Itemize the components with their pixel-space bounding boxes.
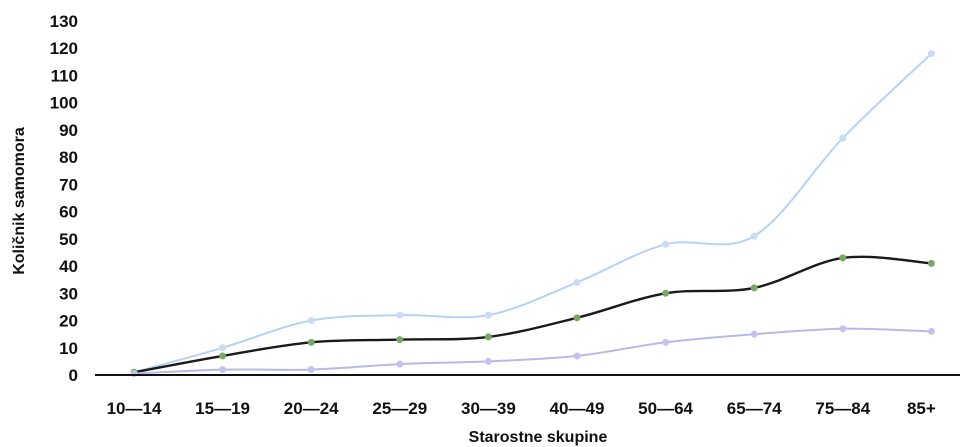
x-tick-label: 40—49 [550,399,605,418]
data-point [484,311,492,319]
y-tick-label: 100 [50,94,78,113]
y-tick-label: 0 [69,366,78,385]
data-point [750,232,758,240]
data-point [927,259,935,267]
data-point [573,352,581,360]
y-tick-label: 120 [50,39,78,58]
y-tick-label: 130 [50,12,78,31]
x-tick-label: 75—84 [815,399,870,418]
x-tick-label: 15—19 [195,399,250,418]
series-layer [130,50,935,378]
data-point [307,317,315,325]
data-point [750,284,758,292]
data-point [573,278,581,286]
data-point [927,327,935,335]
y-tick-label: 10 [59,339,78,358]
data-point [396,336,404,344]
y-tick-label: 20 [59,312,78,331]
y-tick-label: 80 [59,148,78,167]
data-point [307,366,315,374]
data-point [219,352,227,360]
x-tick-label: 30—39 [461,399,516,418]
data-point [307,338,315,346]
data-point [839,134,847,142]
data-point [662,289,670,297]
y-tick-label: 110 [51,66,78,85]
data-point [662,338,670,346]
y-tick-label: 70 [59,175,78,194]
data-point [219,366,227,374]
y-tick-label: 30 [59,284,78,303]
series-line [133,52,933,374]
series-line [133,255,932,374]
x-tick-label: 25—29 [372,399,427,418]
x-tick-label: 50—64 [638,399,693,418]
series-line [133,327,932,375]
y-axis-ticks: 0 10 20 30 40 50 60 70 80 90 100 110 120 130 [50,12,78,385]
data-point [396,311,404,319]
x-axis-ticks: 10—14 15—19 20—24 25—29 30—39 40—49 50—64 65—74… [107,399,936,418]
x-tick-label: 85+ [907,399,936,418]
y-tick-label: 50 [59,230,78,249]
data-point [662,240,670,248]
data-point [573,314,581,322]
data-point [839,325,847,333]
y-axis-title: Količnik samomora [11,127,28,275]
y-tick-label: 40 [59,257,78,276]
x-tick-label: 65—74 [727,399,782,418]
y-tick-label: 60 [59,203,78,222]
x-axis-title: Starostne skupine [469,429,608,446]
data-point [484,357,492,365]
data-point [484,333,492,341]
data-point [396,360,404,368]
data-point [927,50,935,58]
x-tick-label: 20—24 [284,399,339,418]
y-tick-label: 90 [59,121,78,140]
x-tick-label: 10—14 [107,399,162,418]
data-point [839,254,847,262]
data-point [219,344,227,352]
data-point [130,370,138,378]
data-point [750,330,758,338]
